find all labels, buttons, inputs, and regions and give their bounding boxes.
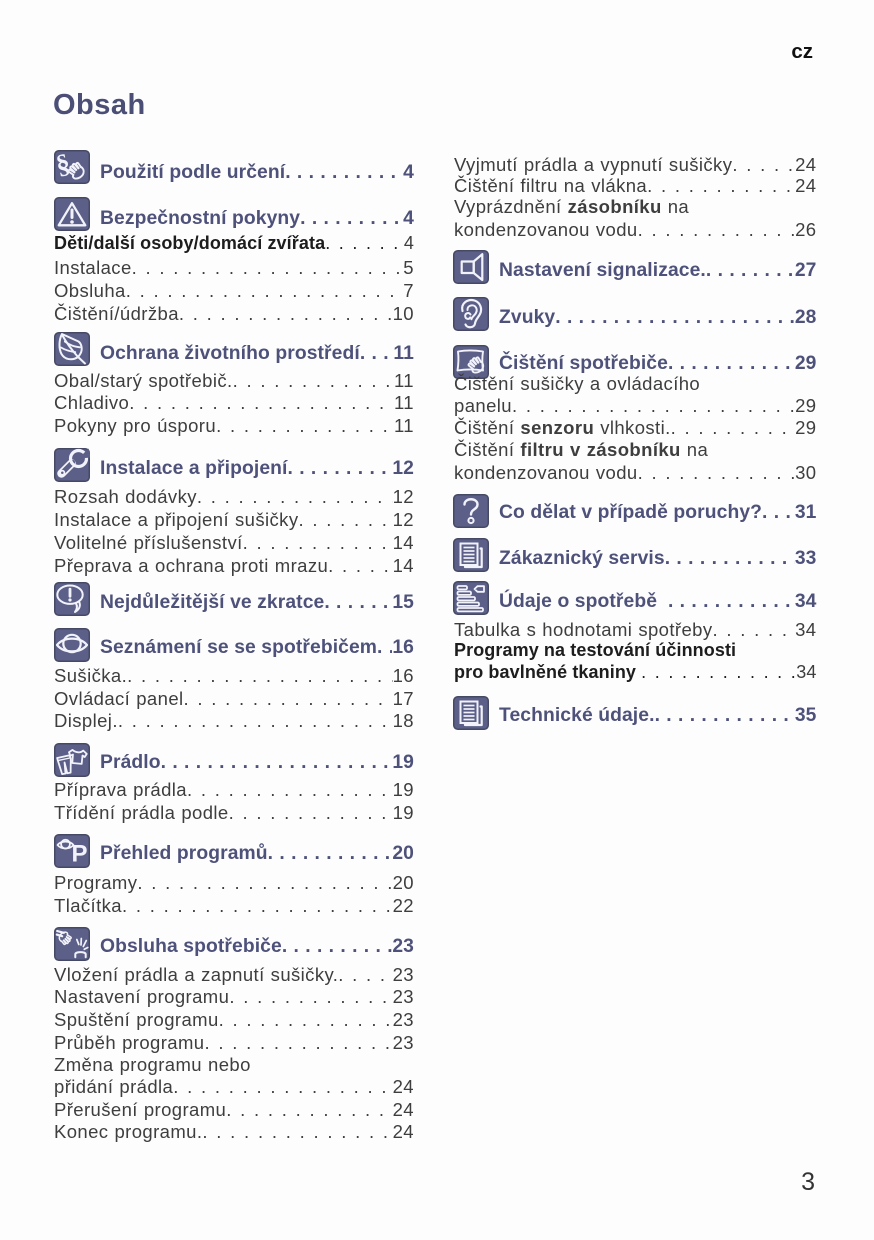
svg-text:P: P xyxy=(72,841,88,868)
svg-text:§: § xyxy=(54,150,73,180)
